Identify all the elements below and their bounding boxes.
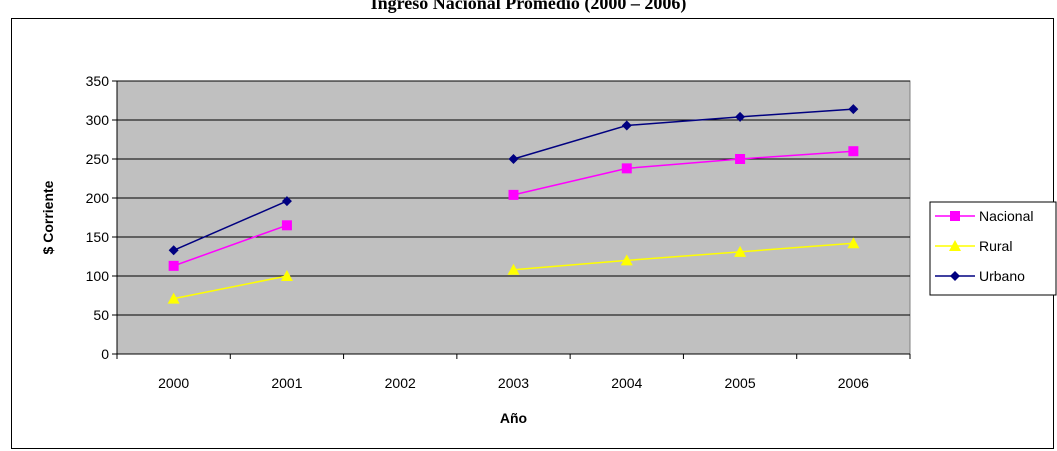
y-axis-title: $ Corriente	[40, 180, 56, 254]
series-nacional	[168, 146, 859, 271]
point-nacional-2006	[848, 146, 859, 157]
point-rural-2003	[507, 263, 520, 275]
x-tick-label-2005: 2005	[724, 375, 755, 391]
point-rural-2005	[734, 245, 747, 257]
point-rural-2004	[620, 254, 633, 266]
legend-item-urbano: Urbano	[935, 268, 1025, 284]
point-rural-2001	[280, 270, 293, 281]
y-tick-label-300: 300	[86, 112, 110, 128]
series-layer	[167, 104, 860, 304]
y-tick-label-100: 100	[86, 268, 110, 284]
legend-label-rural: Rural	[979, 238, 1012, 254]
series-urbano	[168, 104, 859, 256]
x-tick-label-2002: 2002	[385, 375, 416, 391]
legend-marker-rural	[949, 240, 961, 251]
chart-title: Ingreso Nacional Promedio (2000 – 2006)	[370, 0, 687, 13]
point-urbano-2003	[508, 154, 519, 164]
point-rural-2000	[167, 292, 180, 304]
y-tick-label-0: 0	[101, 346, 109, 362]
y-tick-label-50: 50	[93, 307, 109, 323]
series-line-urbano-0	[173, 200, 288, 251]
axes	[112, 80, 911, 359]
point-urbano-2006	[848, 104, 859, 115]
point-nacional-2000	[168, 260, 179, 271]
y-tick-label-200: 200	[86, 190, 110, 206]
series-line-rural-0	[173, 275, 288, 300]
x-tick-label-2004: 2004	[611, 375, 642, 391]
legend-label-urbano: Urbano	[979, 268, 1025, 284]
x-tick-label-2000: 2000	[158, 375, 189, 391]
legend-label-nacional: Nacional	[979, 208, 1033, 224]
series-line-urbano-1	[513, 108, 854, 160]
y-tick-label-150: 150	[86, 229, 110, 245]
point-urbano-2005	[735, 111, 746, 122]
x-tick-labels: 2000 2001 2002 2003 2004 2005 2006	[158, 375, 869, 391]
y-tick-label-250: 250	[86, 151, 110, 167]
x-axis-title: Año	[500, 410, 527, 426]
plot-area	[116, 80, 911, 355]
point-nacional-2004	[621, 163, 632, 174]
x-tick-label-2003: 2003	[498, 375, 529, 391]
x-tick-label-2006: 2006	[838, 375, 869, 391]
point-nacional-2003	[508, 189, 519, 200]
gridlines	[117, 80, 910, 316]
point-rural-2006	[847, 237, 860, 249]
legend-marker-nacional	[950, 211, 960, 221]
series-line-nacional-0	[173, 224, 288, 267]
y-tick-labels: 0 50 100 150 200 250 300 350	[86, 73, 110, 362]
y-tick-label-350: 350	[86, 73, 110, 89]
legend-item-rural: Rural	[935, 238, 1012, 254]
legend-item-nacional: Nacional	[935, 208, 1033, 224]
legend: Nacional Rural Urbano	[929, 201, 1057, 296]
point-urbano-2000	[168, 245, 179, 256]
point-urbano-2004	[621, 120, 632, 131]
x-tick-label-2001: 2001	[271, 375, 302, 391]
point-urbano-2001	[281, 196, 292, 207]
point-nacional-2001	[281, 220, 292, 231]
series-rural	[167, 237, 860, 304]
legend-marker-urbano	[950, 271, 960, 281]
point-nacional-2005	[735, 154, 746, 164]
series-line-rural-1	[513, 242, 854, 271]
series-line-nacional-1	[513, 150, 854, 196]
